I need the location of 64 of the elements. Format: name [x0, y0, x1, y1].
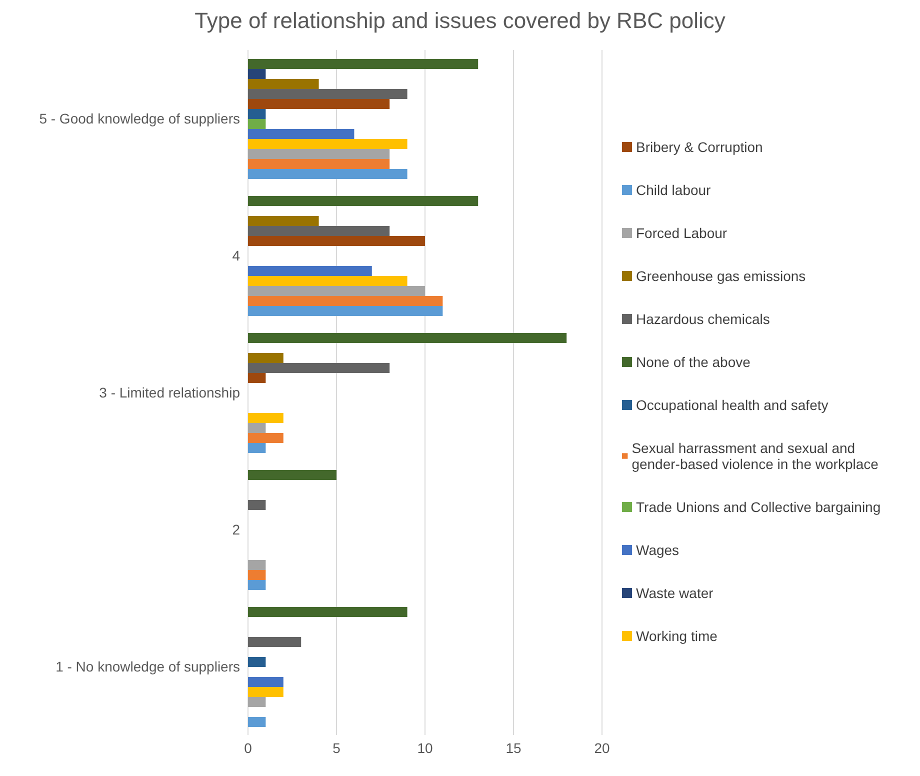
bar [248, 79, 319, 89]
bar [248, 580, 266, 590]
y-tick-label: 2 [232, 521, 240, 538]
bar [248, 296, 443, 306]
bar [248, 717, 266, 727]
legend-label: Sexual harrassment and sexual and gender-based violence in the workplace [632, 440, 880, 472]
bar [248, 353, 284, 363]
bar [248, 226, 390, 236]
bar [248, 373, 266, 383]
bar [248, 570, 266, 580]
bar [248, 286, 425, 296]
bar [248, 433, 284, 443]
y-tick-label: 4 [232, 247, 240, 264]
x-tick-label: 0 [244, 740, 252, 756]
chart-title: Type of relationship and issues covered by RBC policy [194, 8, 726, 34]
bar [248, 69, 266, 79]
bar [248, 129, 354, 139]
bar [248, 276, 408, 286]
bar [248, 149, 390, 159]
legend-label: Trade Unions and Collective bargaining [636, 499, 881, 515]
bar [248, 159, 390, 169]
bar [248, 677, 284, 687]
x-tick-label: 20 [594, 740, 610, 756]
legend-label: Child labour [636, 182, 711, 198]
legend-label: Waste water [636, 585, 714, 601]
bar [248, 306, 443, 316]
bar [248, 413, 284, 423]
bar [248, 637, 302, 647]
bar [248, 470, 336, 480]
x-tick-label: 5 [332, 740, 341, 756]
y-tick-label: 5 - Good knowledge of suppliers [39, 110, 240, 126]
bar [248, 139, 408, 149]
bar [248, 169, 408, 179]
bar [248, 423, 266, 433]
legend-label: Forced Labour [636, 225, 728, 241]
legend-label: Occupational health and safety [636, 397, 828, 413]
bar [248, 363, 390, 373]
legend-label: None of the above [636, 354, 750, 370]
bar [248, 236, 425, 246]
bar [248, 607, 408, 617]
bar [248, 500, 266, 510]
bar [248, 119, 266, 129]
legend-label: Working time [636, 628, 718, 644]
bar [248, 89, 408, 99]
legend-label: Greenhouse gas emissions [636, 268, 806, 284]
bar [248, 443, 266, 453]
x-tick-label: 10 [417, 740, 433, 756]
bar [248, 687, 284, 697]
y-tick-label: 3 - Limited relationship [99, 384, 240, 400]
legend-label: Bribery & Corruption [636, 139, 763, 155]
bar [248, 59, 478, 69]
legend-label: Wages [636, 542, 680, 558]
bar [248, 560, 266, 570]
bar [248, 657, 266, 667]
y-tick-label: 1 - No knowledge of suppliers [56, 658, 240, 674]
bar [248, 333, 567, 343]
x-tick-label: 15 [506, 740, 522, 756]
bar [248, 196, 478, 206]
bar [248, 99, 390, 109]
legend-label: Hazardous chemicals [636, 311, 770, 327]
bar [248, 109, 266, 119]
bar [248, 697, 266, 707]
bar [248, 216, 319, 226]
bar [248, 266, 372, 276]
